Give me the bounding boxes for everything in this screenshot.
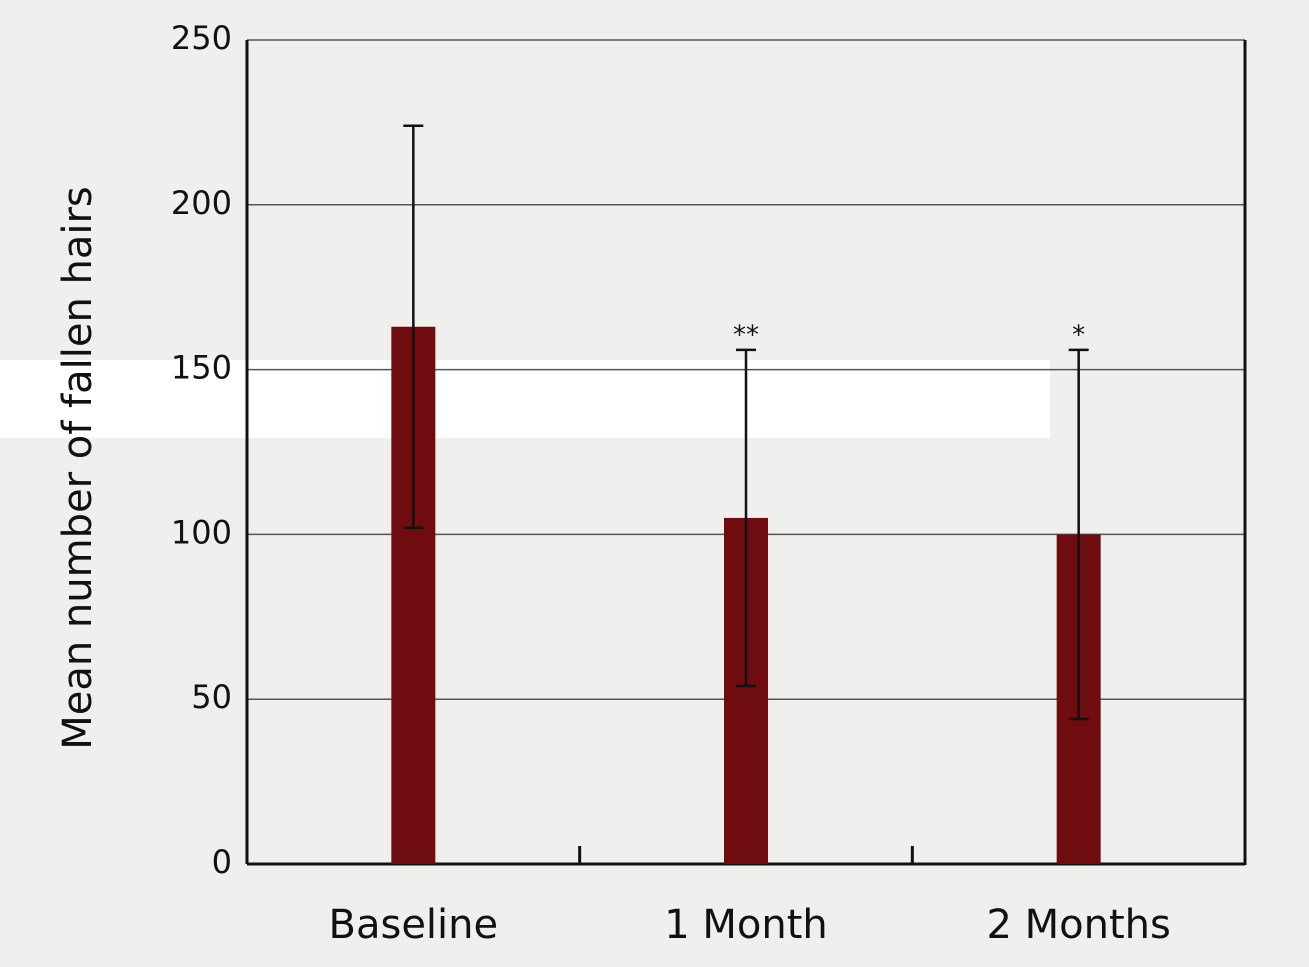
y-tick-label: 0 xyxy=(212,843,232,881)
error-bar xyxy=(736,348,756,688)
y-tick-label: 100 xyxy=(171,513,232,551)
x-tick-label: 2 Months xyxy=(986,902,1170,948)
y-tick-label: 250 xyxy=(171,19,232,57)
x-tick-label: 1 Month xyxy=(664,902,828,948)
y-axis-label: Mean number of fallen hairs xyxy=(55,186,101,750)
significance-label: * xyxy=(1072,320,1085,350)
y-tick-label: 50 xyxy=(191,678,232,716)
y-tick-label: 200 xyxy=(171,184,232,222)
highlight-band xyxy=(0,360,1050,438)
error-bar xyxy=(403,124,424,530)
y-tick-label: 150 xyxy=(171,349,232,387)
x-tick-label: Baseline xyxy=(329,902,499,948)
error-bar xyxy=(1068,348,1089,721)
significance-label: ** xyxy=(733,320,759,350)
